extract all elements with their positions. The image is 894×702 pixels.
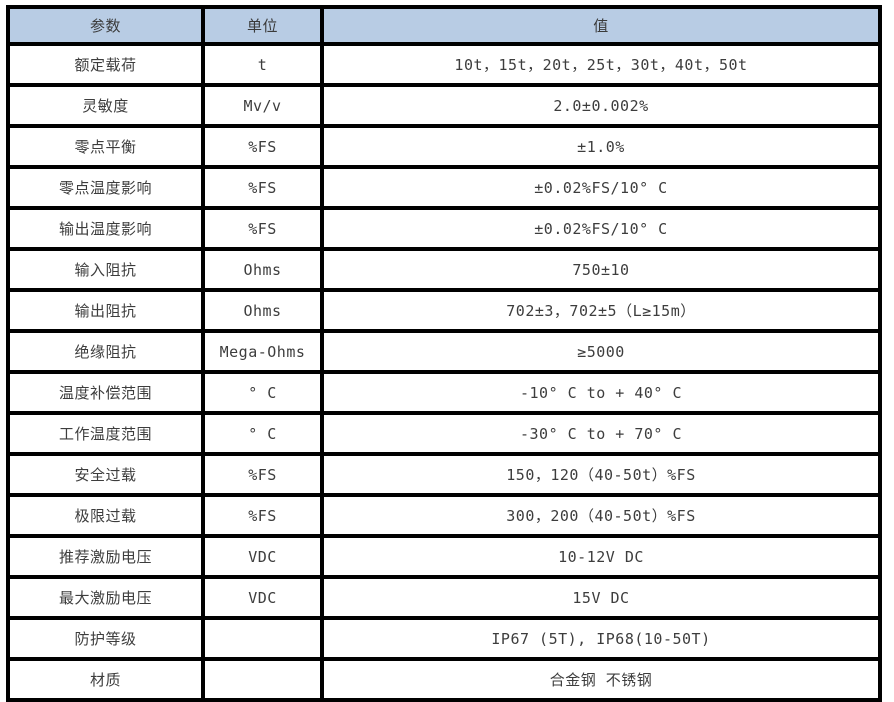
value-cell: 750±10 xyxy=(320,247,882,292)
param-cell: 零点平衡 xyxy=(6,124,205,169)
table-row: 安全过载 %FS 150，120（40-50t）%FS xyxy=(6,452,882,497)
table-row: 材质 合金钢 不锈钢 xyxy=(6,657,882,702)
table-row: 零点平衡 %FS ±1.0% xyxy=(6,124,882,169)
value-cell: ≥5000 xyxy=(320,329,882,374)
param-cell: 零点温度影响 xyxy=(6,165,205,210)
param-cell: 温度补偿范围 xyxy=(6,370,205,415)
unit-cell xyxy=(201,616,324,661)
unit-cell: %FS xyxy=(201,165,324,210)
value-cell: 10t，15t，20t，25t，30t，40t，50t xyxy=(320,42,882,87)
unit-cell: Ohms xyxy=(201,288,324,333)
table-row: 额定载荷 t 10t，15t，20t，25t，30t，40t，50t xyxy=(6,42,882,87)
table-row: 灵敏度 Mv/v 2.0±0.002% xyxy=(6,83,882,128)
spec-table-header: 参数 单位 值 xyxy=(6,5,882,46)
value-cell: ±0.02%FS/10° C xyxy=(320,165,882,210)
unit-cell: %FS xyxy=(201,452,324,497)
table-row: 推荐激励电压 VDC 10-12V DC xyxy=(6,534,882,579)
value-cell: ±0.02%FS/10° C xyxy=(320,206,882,251)
param-cell: 额定载荷 xyxy=(6,42,205,87)
param-cell: 最大激励电压 xyxy=(6,575,205,620)
table-row: 输出阻抗 Ohms 702±3，702±5（L≥15m） xyxy=(6,288,882,333)
value-cell: ±1.0% xyxy=(320,124,882,169)
param-cell: 推荐激励电压 xyxy=(6,534,205,579)
spec-table: 参数 单位 值 额定载荷 t 10t，15t，20t，25t，30t，40t，5… xyxy=(6,5,882,702)
table-row: 输出温度影响 %FS ±0.02%FS/10° C xyxy=(6,206,882,251)
spec-table-body: 额定载荷 t 10t，15t，20t，25t，30t，40t，50t 灵敏度 M… xyxy=(6,42,882,702)
table-row: 最大激励电压 VDC 15V DC xyxy=(6,575,882,620)
table-row: 输入阻抗 Ohms 750±10 xyxy=(6,247,882,292)
table-row: 绝缘阻抗 Mega-Ohms ≥5000 xyxy=(6,329,882,374)
value-cell: IP67 (5T), IP68(10-50T) xyxy=(320,616,882,661)
unit-cell: VDC xyxy=(201,534,324,579)
param-cell: 工作温度范围 xyxy=(6,411,205,456)
column-header-param: 参数 xyxy=(6,5,205,46)
param-cell: 极限过载 xyxy=(6,493,205,538)
value-cell: -30° C to + 70° C xyxy=(320,411,882,456)
header-row: 参数 单位 值 xyxy=(6,5,882,46)
unit-cell: ° C xyxy=(201,370,324,415)
param-cell: 防护等级 xyxy=(6,616,205,661)
value-cell: 合金钢 不锈钢 xyxy=(320,657,882,702)
param-cell: 安全过载 xyxy=(6,452,205,497)
table-row: 温度补偿范围 ° C -10° C to + 40° C xyxy=(6,370,882,415)
unit-cell: %FS xyxy=(201,124,324,169)
unit-cell: %FS xyxy=(201,206,324,251)
unit-cell: Ohms xyxy=(201,247,324,292)
value-cell: 2.0±0.002% xyxy=(320,83,882,128)
table-row: 工作温度范围 ° C -30° C to + 70° C xyxy=(6,411,882,456)
value-cell: 150，120（40-50t）%FS xyxy=(320,452,882,497)
unit-cell: Mv/v xyxy=(201,83,324,128)
unit-cell: ° C xyxy=(201,411,324,456)
unit-cell: %FS xyxy=(201,493,324,538)
column-header-value: 值 xyxy=(320,5,882,46)
value-cell: -10° C to + 40° C xyxy=(320,370,882,415)
param-cell: 输出温度影响 xyxy=(6,206,205,251)
param-cell: 灵敏度 xyxy=(6,83,205,128)
value-cell: 300，200（40-50t）%FS xyxy=(320,493,882,538)
param-cell: 绝缘阻抗 xyxy=(6,329,205,374)
value-cell: 10-12V DC xyxy=(320,534,882,579)
param-cell: 输入阻抗 xyxy=(6,247,205,292)
unit-cell: Mega-Ohms xyxy=(201,329,324,374)
param-cell: 材质 xyxy=(6,657,205,702)
value-cell: 15V DC xyxy=(320,575,882,620)
unit-cell xyxy=(201,657,324,702)
column-header-unit: 单位 xyxy=(201,5,324,46)
unit-cell: VDC xyxy=(201,575,324,620)
value-cell: 702±3，702±5（L≥15m） xyxy=(320,288,882,333)
table-row: 极限过载 %FS 300，200（40-50t）%FS xyxy=(6,493,882,538)
table-row: 防护等级 IP67 (5T), IP68(10-50T) xyxy=(6,616,882,661)
table-row: 零点温度影响 %FS ±0.02%FS/10° C xyxy=(6,165,882,210)
unit-cell: t xyxy=(201,42,324,87)
param-cell: 输出阻抗 xyxy=(6,288,205,333)
